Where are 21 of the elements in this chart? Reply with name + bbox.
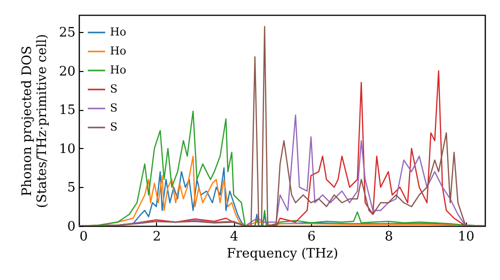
x-tick-label: 8 [384, 230, 393, 244]
legend-label: S [110, 120, 118, 134]
y-axis-title: Phonon projected DOS (States/THz·primitive cell) [20, 34, 50, 208]
legend-label: Ho [110, 26, 127, 38]
y-tick-label: 0 [67, 220, 76, 234]
y-tick-label: 10 [58, 142, 76, 157]
legend-label: Ho [110, 44, 127, 58]
x-axis-title: Frequency (THz) [226, 246, 338, 262]
y-tick-label: 25 [58, 26, 76, 41]
x-tick-label: 6 [307, 230, 316, 244]
y-tick-label: 5 [67, 180, 76, 196]
x-tick-label: 0 [80, 230, 88, 244]
x-tick-label: 10 [458, 230, 474, 244]
line-series [79, 26, 485, 226]
x-tick-label: 2 [152, 230, 161, 244]
x-tick-label: 4 [230, 230, 238, 244]
legend-label: Ho [110, 64, 127, 76]
legend-label: S [110, 82, 118, 96]
y-tick-label: 20 [58, 64, 76, 80]
y-tick-label: 15 [58, 103, 76, 118]
legend-label: S [110, 102, 118, 114]
